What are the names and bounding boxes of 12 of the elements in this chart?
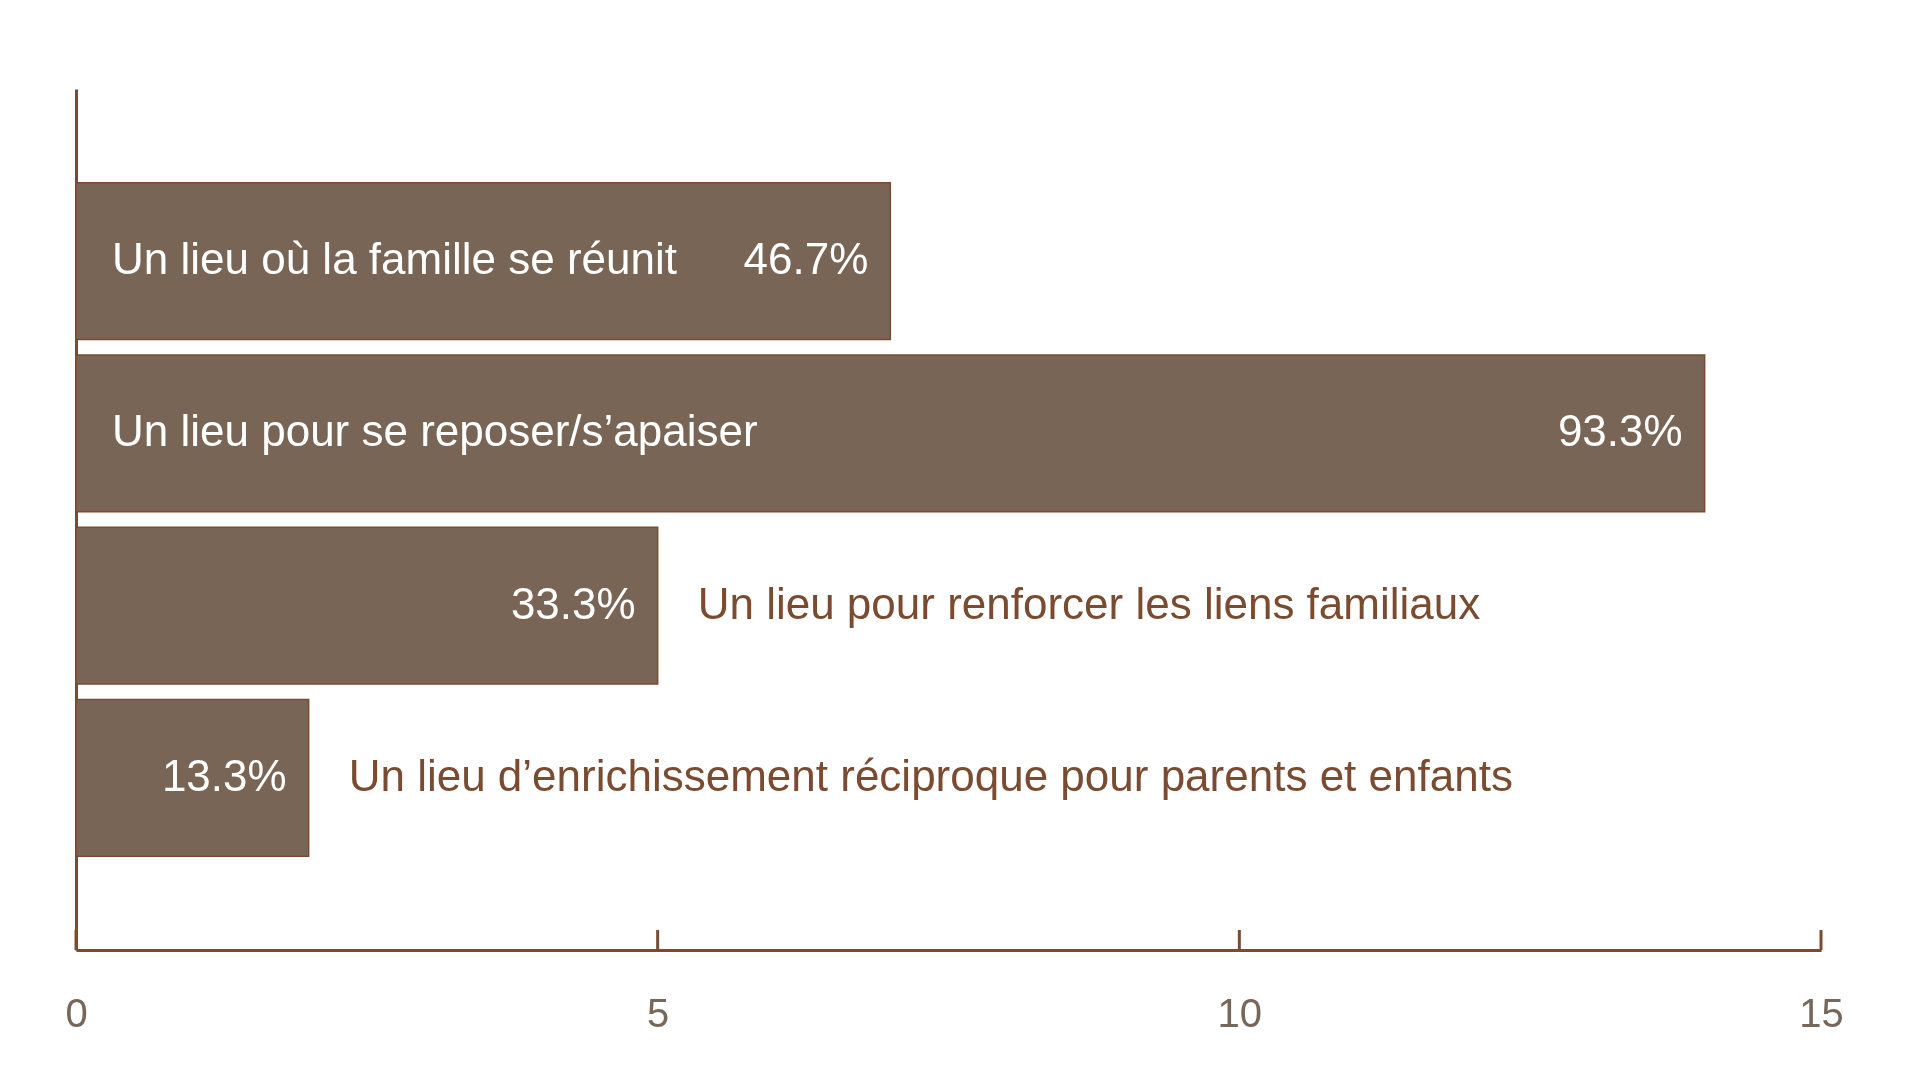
x-tick-label: 15 bbox=[1799, 990, 1844, 1035]
x-tick-label: 0 bbox=[65, 990, 88, 1035]
y-tick-label: Un lieu d’enrichissement réciproque pour parents et enfants bbox=[348, 750, 1513, 800]
y-tick-label: Un lieu pour se reposer/s’apaiser bbox=[112, 406, 758, 456]
y-tick-label: Un lieu où la famille se réunit bbox=[112, 234, 677, 284]
annotation: 93.3% bbox=[1557, 406, 1683, 456]
x-tick-label: 10 bbox=[1217, 990, 1263, 1035]
annotation: 46.7% bbox=[743, 234, 869, 284]
annotation: 33.3% bbox=[510, 578, 636, 628]
annotation: 13.3% bbox=[161, 750, 287, 800]
x-tick-label: 5 bbox=[647, 990, 670, 1035]
y-tick-label: Un lieu pour renforcer les liens familiaux bbox=[697, 578, 1481, 628]
